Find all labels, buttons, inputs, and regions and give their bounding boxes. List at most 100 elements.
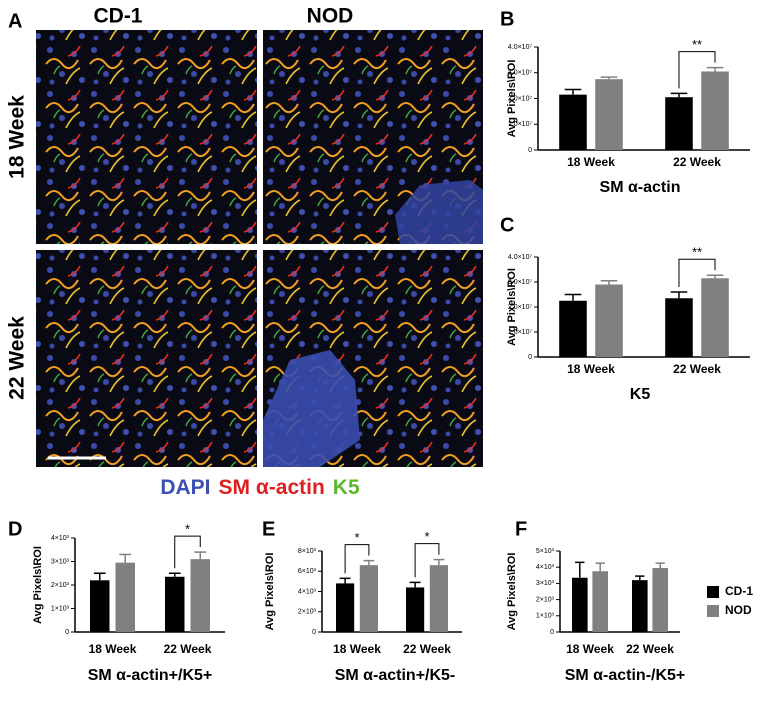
bar	[592, 571, 608, 632]
error-bar	[363, 559, 375, 566]
panel-label: E	[262, 518, 275, 540]
x-tick-label: 18 Week	[333, 642, 381, 656]
legend-swatch	[707, 586, 719, 598]
chart-title: SM α-actin+/K5+	[88, 667, 213, 684]
error-bar	[600, 76, 618, 80]
stain-label: SM α-actin	[219, 476, 325, 499]
error-bar	[339, 577, 351, 584]
y-tick-label: 2.0×10⁷	[508, 95, 533, 102]
y-tick-label: 1×10³	[536, 613, 555, 620]
y-tick-label: 3×10³	[51, 558, 70, 565]
significance-bracket	[344, 544, 370, 574]
bar	[595, 79, 623, 150]
error-bar	[706, 274, 724, 279]
y-tick-label: 8×10³	[298, 548, 317, 555]
chart-title: SM α-actin	[600, 179, 681, 196]
y-axis-label: Avg Pixels\ROI	[506, 60, 518, 138]
stain-label: DAPI	[160, 476, 210, 499]
x-tick-label: 18 Week	[567, 155, 615, 169]
bar	[572, 577, 588, 632]
x-tick-label: 18 Week	[566, 642, 614, 656]
error-bar	[670, 92, 688, 98]
stain-label: K5	[333, 476, 360, 499]
y-tick-label: 3.0×10⁷	[508, 279, 533, 286]
x-tick-label: 22 Week	[673, 155, 721, 169]
bar	[336, 583, 355, 632]
bar	[665, 97, 693, 150]
y-tick-label: 4×10³	[536, 564, 555, 571]
chart-title: SM α-actin-/K5+	[565, 667, 686, 684]
bar	[632, 580, 648, 632]
legend-label: CD-1	[725, 584, 753, 598]
error-bar	[595, 562, 605, 572]
error-bar	[635, 575, 645, 581]
y-tick-label: 2×10³	[298, 609, 317, 616]
significance-bracket	[174, 535, 201, 569]
error-bar	[194, 551, 207, 560]
x-tick-label: 22 Week	[626, 642, 674, 656]
y-tick-label: 0	[528, 147, 532, 154]
x-tick-label: 18 Week	[567, 362, 615, 376]
y-tick-label: 4.0×10⁷	[508, 254, 533, 261]
y-axis-label: Avg Pixels\ROI	[506, 268, 518, 346]
bar	[559, 300, 587, 357]
error-bar	[93, 572, 106, 581]
error-bar	[575, 561, 585, 578]
column-header: NOD	[307, 5, 354, 28]
panel-label: C	[500, 214, 514, 236]
error-bar	[600, 280, 618, 285]
bar	[190, 559, 210, 632]
significance-bracket	[678, 258, 716, 287]
bar	[115, 562, 135, 632]
error-bar	[670, 291, 688, 299]
error-bar	[168, 572, 181, 577]
significance-label: **	[692, 245, 702, 260]
bar	[359, 565, 378, 632]
error-bar	[564, 293, 582, 301]
y-tick-label: 1.0×10⁷	[508, 329, 533, 336]
error-bar	[433, 558, 445, 566]
legend-label: NOD	[725, 603, 752, 617]
y-tick-label: 6×10³	[298, 568, 317, 575]
panel-label: A	[8, 10, 22, 32]
chart-title: K5	[630, 386, 651, 403]
row-header: 22 Week	[6, 316, 29, 400]
y-axis-label: Avg Pixels\ROI	[32, 546, 44, 624]
significance-bracket	[414, 543, 440, 578]
y-tick-label: 1.0×10⁷	[508, 121, 533, 128]
micrograph	[36, 250, 257, 467]
bar	[165, 576, 185, 632]
y-tick-label: 0	[528, 354, 532, 361]
y-tick-label: 3.0×10⁷	[508, 70, 533, 77]
panel-label: F	[515, 518, 527, 540]
x-tick-label: 22 Week	[164, 642, 212, 656]
x-tick-label: 22 Week	[673, 362, 721, 376]
y-tick-label: 1×10³	[51, 605, 70, 612]
error-bar	[409, 581, 421, 588]
error-bar	[119, 553, 132, 563]
legend-swatch	[707, 605, 719, 617]
y-tick-label: 0	[550, 629, 554, 636]
bar	[652, 568, 668, 632]
significance-bracket	[678, 51, 716, 89]
error-bar	[564, 88, 582, 95]
stain-legend: DAPI SM α-actin K5	[160, 476, 360, 499]
tissue-region	[395, 180, 483, 244]
y-axis-label: Avg Pixels\ROI	[506, 553, 518, 631]
y-tick-label: 4×10³	[298, 588, 317, 595]
significance-label: *	[185, 522, 190, 537]
bar	[559, 94, 587, 150]
significance-label: **	[692, 37, 702, 52]
bar	[90, 580, 110, 632]
panel-label: B	[500, 8, 514, 30]
column-header: CD-1	[93, 5, 142, 28]
y-tick-label: 3×10³	[536, 580, 555, 587]
y-tick-label: 2×10³	[536, 596, 555, 603]
y-tick-label: 0	[312, 629, 316, 636]
y-tick-label: 4.0×10⁷	[508, 44, 533, 51]
x-tick-label: 18 Week	[89, 642, 137, 656]
panel-label: D	[8, 518, 22, 540]
y-axis-label: Avg Pixels\ROI	[264, 553, 276, 631]
bar	[665, 298, 693, 357]
